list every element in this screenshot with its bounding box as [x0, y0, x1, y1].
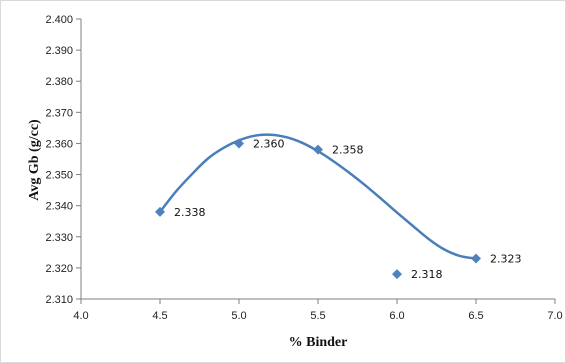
- data-label: 2.318: [411, 268, 443, 281]
- x-tick-label: 5.0: [231, 310, 246, 322]
- x-tick-label: 4.0: [73, 310, 88, 322]
- x-tick-label: 6.5: [468, 310, 483, 322]
- y-tick-label: 2.360: [45, 138, 73, 150]
- x-axis-title: % Binder: [289, 335, 348, 350]
- data-point-marker: [234, 138, 244, 149]
- data-label: 2.338: [174, 206, 206, 219]
- x-tick-label: 7.0: [547, 310, 562, 322]
- y-tick-label: 2.340: [45, 201, 73, 213]
- data-label: 2.360: [253, 137, 285, 150]
- data-point-marker: [313, 144, 323, 155]
- y-tick-label: 2.330: [45, 232, 73, 244]
- x-tick-label: 4.5: [152, 310, 167, 322]
- y-tick-label: 2.380: [45, 76, 73, 88]
- y-tick-label: 2.310: [45, 294, 73, 306]
- data-point-marker: [392, 269, 402, 280]
- x-tick-label: 5.5: [310, 310, 325, 322]
- y-tick-label: 2.390: [45, 45, 73, 57]
- data-label: 2.358: [332, 144, 364, 157]
- data-point-marker: [155, 206, 165, 217]
- y-tick-label: 2.400: [45, 14, 73, 26]
- y-tick-label: 2.350: [45, 170, 73, 182]
- x-tick-label: 6.0: [389, 310, 404, 322]
- data-point-marker: [471, 253, 481, 264]
- y-axis-title: Avg Gb (g/cc): [27, 119, 42, 201]
- y-tick-label: 2.370: [45, 107, 73, 119]
- data-label: 2.323: [490, 253, 522, 266]
- y-tick-label: 2.320: [45, 263, 73, 275]
